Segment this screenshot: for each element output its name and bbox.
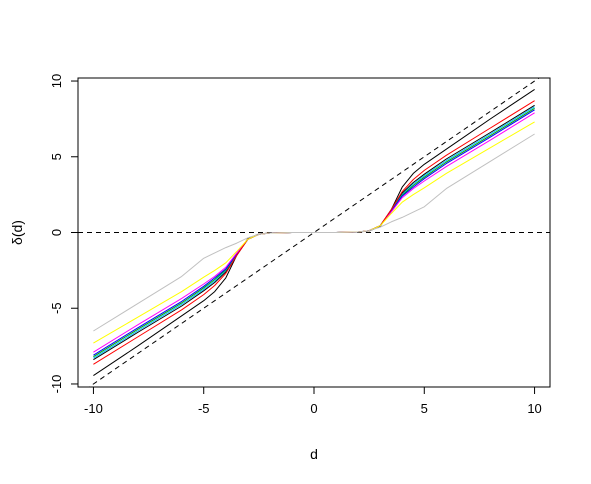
x-tick-label: 10 [527,401,541,416]
y-axis: -10 -5 0 5 10 [49,74,79,394]
y-axis-title: δ(d) [9,220,25,245]
y-tick-label: 5 [49,153,64,160]
y-tick-label: -5 [49,302,64,314]
x-tick-label: -10 [84,401,103,416]
x-axis-title: d [310,446,318,462]
x-tick-label: 5 [421,401,428,416]
y-tick-label: 10 [49,74,64,88]
reference-line-identity [88,78,540,387]
y-tick-label: 0 [49,229,64,236]
x-tick-label: -5 [198,401,210,416]
series-lines [93,88,535,377]
x-axis: -10 -5 0 5 10 [84,386,542,416]
x-tick-label: 0 [310,401,317,416]
series-line-9 [93,133,535,332]
y-tick-label: -10 [49,375,64,394]
